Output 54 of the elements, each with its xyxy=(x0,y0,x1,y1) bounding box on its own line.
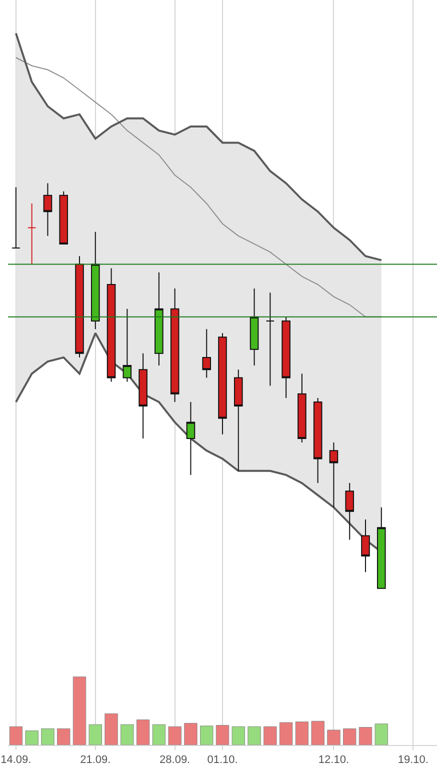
bar xyxy=(104,713,118,745)
candlestick xyxy=(313,397,322,484)
bar xyxy=(72,676,86,745)
candlestick xyxy=(27,202,36,265)
bar xyxy=(136,720,150,745)
x-tick-label: 19.10. xyxy=(398,754,428,766)
candlestick xyxy=(250,288,259,366)
candlestick xyxy=(218,332,227,435)
candlestick xyxy=(234,369,243,472)
candlestick xyxy=(266,292,275,386)
bar xyxy=(232,726,245,745)
x-tick-label: 28.09. xyxy=(160,754,190,766)
bar xyxy=(358,727,372,745)
bar xyxy=(152,724,166,745)
candlestick xyxy=(361,519,370,573)
bar xyxy=(168,726,182,745)
x-tick-label: 01.10. xyxy=(207,754,238,766)
bar xyxy=(184,722,198,745)
bar xyxy=(311,720,324,745)
x-tick-label: 14.09. xyxy=(0,754,32,766)
candlestick xyxy=(122,308,132,382)
candlestick xyxy=(106,268,116,382)
candlestick xyxy=(298,373,306,444)
x-tick-label: 21.09. xyxy=(80,754,111,766)
candlestick xyxy=(12,186,20,249)
candlestick xyxy=(202,328,211,378)
candlestick xyxy=(170,288,180,403)
candlestick xyxy=(91,231,100,330)
candlestick xyxy=(282,316,290,398)
bar xyxy=(248,726,261,745)
candlestick xyxy=(59,190,68,244)
bar xyxy=(57,728,70,745)
candlestick xyxy=(43,182,52,236)
bar xyxy=(25,730,38,745)
bar xyxy=(374,724,388,745)
candlestick xyxy=(329,442,338,508)
candlestick xyxy=(75,256,84,358)
candlestick xyxy=(345,482,354,540)
bar xyxy=(9,726,23,745)
bar xyxy=(41,728,54,745)
candlestick xyxy=(138,352,148,439)
bar xyxy=(295,722,309,745)
bar xyxy=(264,726,277,745)
candlestick xyxy=(154,272,164,366)
bar xyxy=(327,730,340,745)
candlestick xyxy=(377,506,386,589)
bar xyxy=(343,728,356,745)
bar xyxy=(120,724,134,745)
bar xyxy=(200,726,214,745)
bar xyxy=(279,722,293,745)
x-tick-label: 12.10. xyxy=(318,754,350,766)
candlestick xyxy=(186,402,196,476)
bar xyxy=(88,724,102,745)
bar xyxy=(216,724,230,745)
